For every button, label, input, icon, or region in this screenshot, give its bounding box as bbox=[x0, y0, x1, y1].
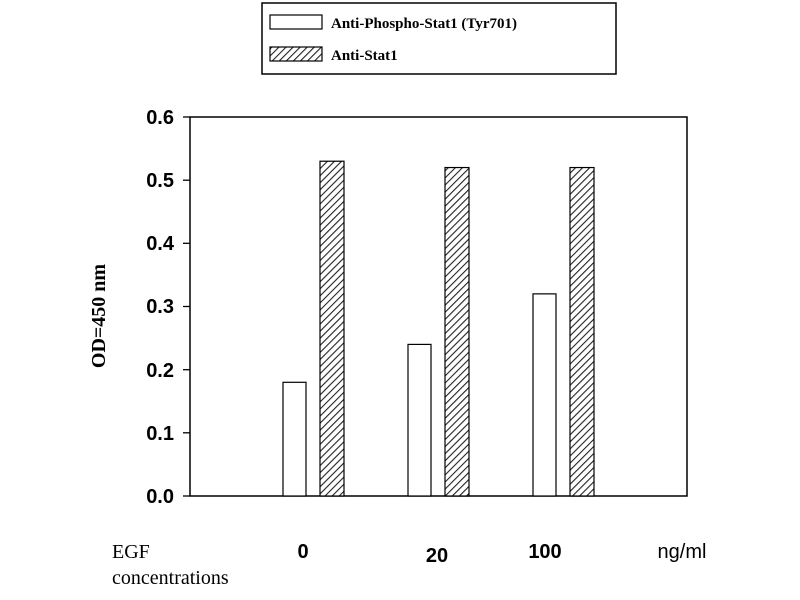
y-tick-label: 0.1 bbox=[146, 423, 174, 445]
x-tick-label-20: 20 bbox=[426, 545, 448, 567]
legend-swatch-stat1 bbox=[269, 46, 323, 62]
plot-frame bbox=[189, 116, 688, 497]
y-tick-label: 0.4 bbox=[146, 233, 175, 255]
x-axis-caption-line1: EGF bbox=[112, 541, 150, 563]
bar-stat1-100 bbox=[569, 166, 595, 497]
bar-stat1-20 bbox=[444, 166, 470, 497]
y-axis: 0.0 0.1 0.2 0.3 0.4 0.5 0.6 bbox=[146, 107, 190, 508]
bar-phospho-stat1-0 bbox=[282, 381, 307, 497]
x-axis-unit: ng/ml bbox=[658, 541, 707, 563]
bars bbox=[282, 160, 595, 497]
y-axis-title: OD=450 nm bbox=[88, 264, 110, 369]
x-tick-label-100: 100 bbox=[528, 541, 561, 563]
y-tick-label: 0.6 bbox=[146, 107, 174, 129]
y-tick-label: 0.5 bbox=[146, 170, 174, 192]
x-axis-caption-line2: concentrations bbox=[112, 567, 229, 589]
legend-swatch-phospho-stat1 bbox=[269, 14, 323, 30]
legend-box bbox=[261, 2, 617, 75]
y-tick-label: 0.2 bbox=[146, 360, 174, 382]
legend-label-phospho-stat1: Anti-Phospho-Stat1 (Tyr701) bbox=[331, 16, 517, 32]
y-tick-label: 0.3 bbox=[146, 296, 174, 318]
bar-phospho-stat1-100 bbox=[532, 293, 557, 497]
legend: Anti-Phospho-Stat1 (Tyr701) Anti-Stat1 bbox=[261, 2, 617, 75]
legend-label-stat1: Anti-Stat1 bbox=[331, 48, 398, 64]
y-tick-label: 0.0 bbox=[146, 486, 174, 508]
bar-stat1-0 bbox=[319, 160, 345, 497]
bar-phospho-stat1-20 bbox=[407, 343, 432, 497]
x-tick-label-0: 0 bbox=[297, 541, 308, 563]
